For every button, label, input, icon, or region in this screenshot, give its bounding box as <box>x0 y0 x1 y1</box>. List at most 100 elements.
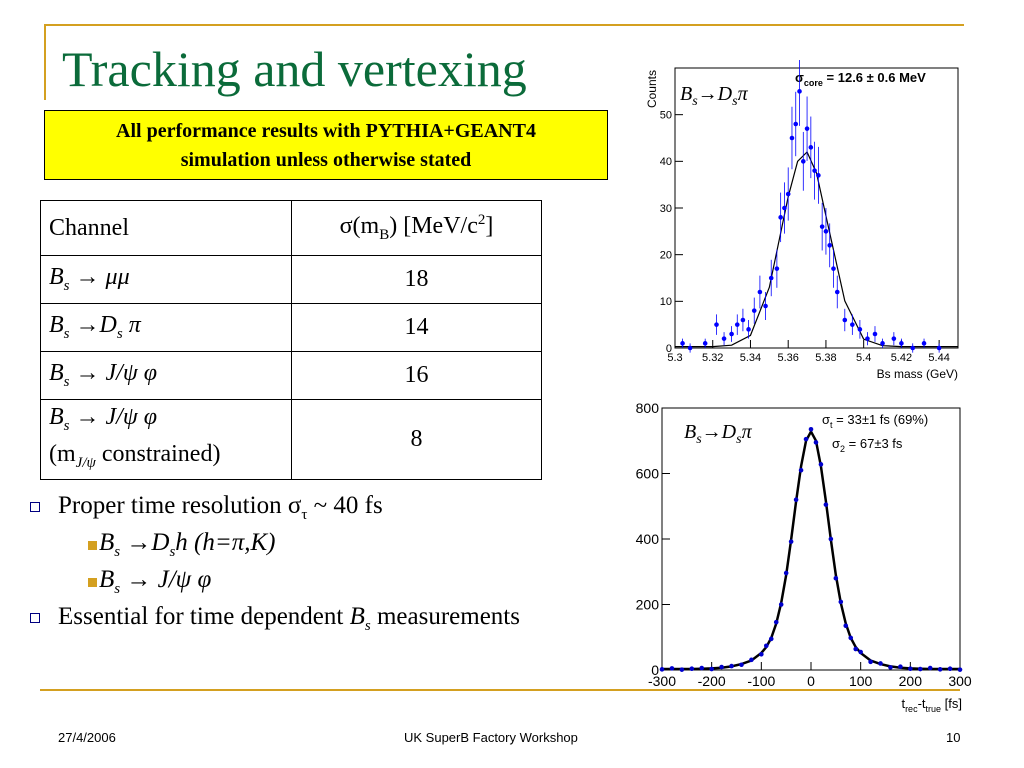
data-point <box>774 266 780 271</box>
y-tick-label: 600 <box>636 465 660 481</box>
accent-line <box>40 689 960 691</box>
header-cell: Channel <box>40 200 292 256</box>
x-tick-label: 5.4 <box>856 352 871 364</box>
text: Proper time resolution σ <box>58 492 302 519</box>
bullet: Essential for time dependent Bs measurem… <box>30 603 548 640</box>
accent-line <box>44 24 964 26</box>
data-point <box>908 666 913 671</box>
text: →D <box>698 83 733 105</box>
data-point <box>812 168 817 173</box>
text: B <box>49 264 64 291</box>
y-tick-label: 30 <box>660 203 672 215</box>
text: [fs] <box>941 696 962 711</box>
text: constrained) <box>95 440 221 467</box>
x-tick-label: 200 <box>899 673 923 689</box>
data-point <box>729 663 734 669</box>
data-point <box>788 539 794 544</box>
data-point <box>669 666 675 671</box>
text: s <box>63 417 70 434</box>
title: Tracking and vertexing <box>62 41 527 97</box>
text: s <box>169 544 176 560</box>
text: B <box>99 566 115 593</box>
data-point <box>819 224 825 229</box>
data-point <box>759 651 764 657</box>
text: 2 <box>840 444 845 454</box>
x-tick-label: 100 <box>849 673 873 689</box>
y-tick-label: 200 <box>636 596 660 612</box>
data-point <box>803 436 809 442</box>
data-point <box>757 289 763 295</box>
y-tick-label: 800 <box>636 400 660 416</box>
text: s <box>114 581 121 597</box>
text: σ(m <box>339 213 380 240</box>
data-point <box>734 322 740 327</box>
text: ~ 40 fs <box>307 492 383 519</box>
x-tick-label: 300 <box>948 673 972 689</box>
data-point <box>768 636 774 642</box>
data-point <box>699 665 705 671</box>
data-point <box>878 661 883 666</box>
value-cell: 14 <box>291 303 542 352</box>
x-tick-label: 0 <box>807 673 815 689</box>
data-point <box>917 666 923 672</box>
data-point <box>957 667 963 672</box>
data-point <box>853 646 858 652</box>
text: s <box>63 277 70 294</box>
data-point <box>833 576 839 581</box>
text: core <box>804 78 823 88</box>
data-point <box>782 205 787 211</box>
text: s <box>692 94 698 109</box>
x-tick-label: -300 <box>648 673 676 689</box>
results-table: Channel σ(mB) [MeV/c2] Bs → μμ 18 Bs →Ds… <box>40 200 542 480</box>
channel-cell: Bs → J/ψ φ (mJ/ψ constrained) <box>40 399 292 480</box>
text: = 67±3 fs <box>845 436 903 451</box>
text: = 33±1 fs (69%) <box>833 412 929 427</box>
data-point <box>842 317 848 323</box>
data-point <box>768 275 774 281</box>
data-point <box>898 664 903 670</box>
data-point <box>808 426 814 432</box>
sub-bullet: Bs → J/ψ φ <box>30 566 590 603</box>
text: Essential for time dependent <box>58 603 350 630</box>
text: s <box>732 94 738 109</box>
x-tick-label: 5.42 <box>891 352 912 364</box>
data-point <box>937 667 943 672</box>
text: Channel <box>49 214 129 241</box>
x-axis-label: Bs mass (GeV) <box>877 367 958 381</box>
text: (m <box>49 440 76 467</box>
x-tick-label: -200 <box>698 673 726 689</box>
note-box: All performance results with PYTHIA+GEAN… <box>44 110 608 180</box>
x-tick-label: 5.34 <box>740 352 761 364</box>
data-point <box>793 121 799 127</box>
data-point <box>828 536 834 542</box>
annotation: σt = 33±1 fs (69%) <box>822 412 928 430</box>
text: = 12.6 ± 0.6 MeV <box>823 70 926 85</box>
annotation: σcore = 12.6 ± 0.6 MeV <box>795 70 926 88</box>
text: →D <box>120 529 170 556</box>
text: s <box>116 325 123 342</box>
text: →D <box>702 421 737 443</box>
footer-date: 27/4/2006 <box>58 730 116 745</box>
data-point <box>816 173 821 178</box>
text: J/ψ <box>75 454 96 471</box>
text: B <box>680 83 692 105</box>
text: π <box>742 421 753 443</box>
data-point <box>834 289 840 295</box>
value-cell: 16 <box>291 351 542 400</box>
text: π <box>122 312 141 339</box>
y-axis-label: Counts <box>645 70 659 108</box>
note-line: All performance results with PYTHIA+GEAN… <box>116 120 536 142</box>
channel-cell: Bs →Ds π <box>40 303 292 352</box>
note-line: simulation unless otherwise stated <box>180 149 472 171</box>
text: → J/ψ φ <box>69 360 158 387</box>
sub-bullet: Bs →Dsh (h=π,K) <box>30 529 590 566</box>
data-point <box>778 215 783 220</box>
value-cell: 18 <box>291 255 542 304</box>
data-point <box>872 331 878 337</box>
data-point <box>778 602 784 607</box>
bullet: Proper time resolution στ ~ 40 fs <box>30 492 590 529</box>
text: true <box>926 704 942 714</box>
data-point <box>783 570 789 576</box>
data-point <box>751 308 757 313</box>
data-point <box>927 665 933 671</box>
